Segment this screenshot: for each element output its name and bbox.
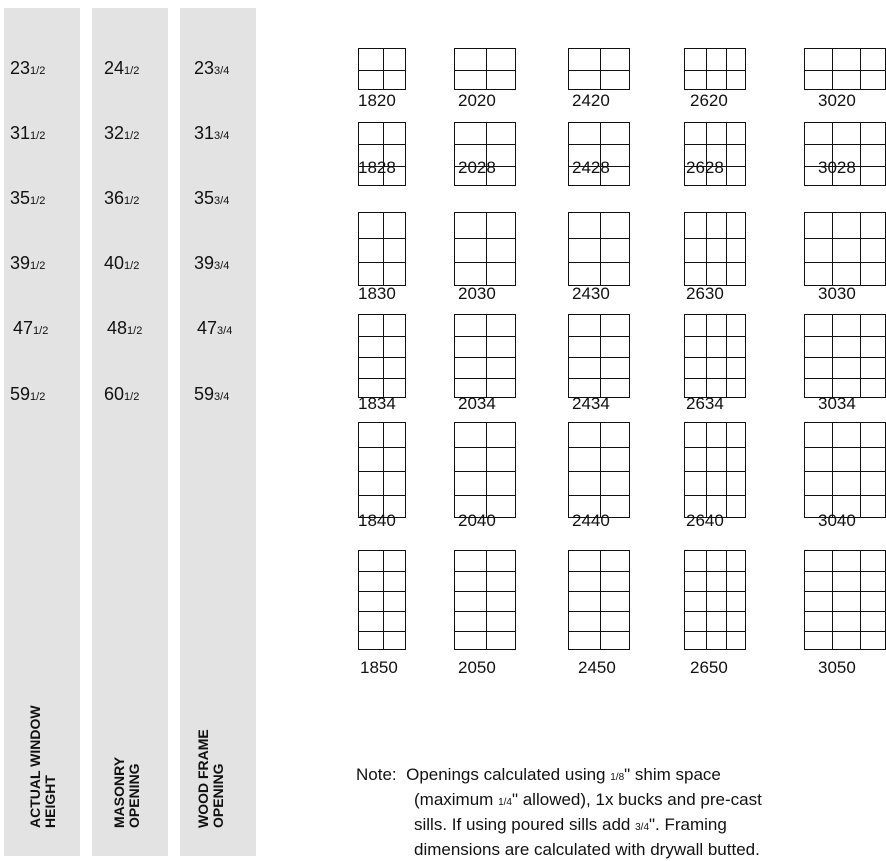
- column-value: 241/2: [104, 58, 140, 78]
- column-value: 311/2: [10, 123, 46, 143]
- window-diagram: [358, 422, 406, 518]
- actual-window-height-column: [4, 8, 80, 856]
- window-size-label: 2434: [572, 394, 610, 413]
- column-value: 313/4: [194, 123, 230, 143]
- column-value: 353/4: [194, 188, 230, 208]
- column-value: 471/2: [13, 318, 49, 338]
- window-diagram: [804, 422, 886, 518]
- window-diagram: [568, 314, 630, 398]
- column-value: 591/2: [10, 384, 46, 404]
- window-diagram: [804, 550, 886, 650]
- window-size-label: 2650: [690, 658, 728, 677]
- window-size-label: 2428: [572, 158, 610, 177]
- window-size-label: 3028: [818, 158, 856, 177]
- column-value: 401/2: [104, 253, 140, 273]
- window-size-label: 3030: [818, 284, 856, 303]
- window-size-label: 2028: [458, 158, 496, 177]
- window-diagram: [568, 212, 630, 286]
- window-diagram: [684, 422, 746, 518]
- actual-window-height-label: ACTUAL WINDOW HEIGHT: [27, 705, 58, 828]
- window-diagram: [454, 422, 516, 518]
- column-value: 393/4: [194, 253, 230, 273]
- window-size-label: 2440: [572, 511, 610, 530]
- window-size-label: 1850: [360, 658, 398, 677]
- window-diagram: [454, 314, 516, 398]
- window-size-label: 1820: [358, 91, 396, 110]
- window-size-label: 1834: [358, 394, 396, 413]
- window-size-label: 3050: [818, 658, 856, 677]
- window-diagram: [684, 550, 746, 650]
- window-diagram: [568, 48, 630, 90]
- window-diagram: [804, 212, 886, 286]
- window-diagram: [358, 122, 406, 186]
- window-size-label: 1828: [358, 158, 396, 177]
- column-value: 481/2: [107, 318, 143, 338]
- window-diagram: [804, 48, 886, 90]
- window-diagram: [684, 212, 746, 286]
- wood-frame-opening-label: WOOD FRAME OPENING: [195, 729, 226, 828]
- window-size-label: 3040: [818, 511, 856, 530]
- window-diagram: [358, 314, 406, 398]
- column-value: 593/4: [194, 384, 230, 404]
- masonry-opening-column: [92, 8, 168, 856]
- window-size-label: 2020: [458, 91, 496, 110]
- window-size-label: 3020: [818, 91, 856, 110]
- column-value: 601/2: [104, 384, 140, 404]
- masonry-opening-label: MASONRY OPENING: [111, 756, 142, 828]
- window-diagram: [568, 550, 630, 650]
- window-size-label: 2040: [458, 511, 496, 530]
- window-size-label: 2420: [572, 91, 610, 110]
- window-diagram: [804, 314, 886, 398]
- column-value: 321/2: [104, 123, 140, 143]
- window-size-label: 2034: [458, 394, 496, 413]
- window-diagram: [454, 550, 516, 650]
- window-size-label: 2430: [572, 284, 610, 303]
- column-value: 361/2: [104, 188, 140, 208]
- window-diagram: [568, 122, 630, 186]
- window-size-label: 2050: [458, 658, 496, 677]
- column-value: 233/4: [194, 58, 230, 78]
- window-diagram: [358, 48, 406, 90]
- column-value: 231/2: [10, 58, 46, 78]
- wood-frame-opening-column: [180, 8, 256, 856]
- column-value: 351/2: [10, 188, 46, 208]
- window-diagram: [684, 48, 746, 90]
- window-diagram: [568, 422, 630, 518]
- window-size-label: 2030: [458, 284, 496, 303]
- window-diagram: [684, 122, 746, 186]
- note-lead: Note:: [356, 765, 397, 784]
- window-size-label: 1840: [358, 511, 396, 530]
- window-size-label: 2630: [686, 284, 724, 303]
- window-diagram: [454, 48, 516, 90]
- window-diagram: [454, 212, 516, 286]
- window-size-label: 1830: [358, 284, 396, 303]
- window-size-label: 3034: [818, 394, 856, 413]
- window-size-label: 2628: [686, 158, 724, 177]
- window-diagram: [358, 212, 406, 286]
- column-value: 473/4: [197, 318, 233, 338]
- note: Note: Openings calculated using 1/8" shi…: [356, 765, 762, 859]
- window-size-label: 2634: [686, 394, 724, 413]
- window-size-label: 2640: [686, 511, 724, 530]
- window-diagram: [358, 550, 406, 650]
- window-size-label: 2450: [578, 658, 616, 677]
- window-size-label: 2620: [690, 91, 728, 110]
- column-value: 391/2: [10, 253, 46, 273]
- window-diagram: [684, 314, 746, 398]
- window-diagram: [454, 122, 516, 186]
